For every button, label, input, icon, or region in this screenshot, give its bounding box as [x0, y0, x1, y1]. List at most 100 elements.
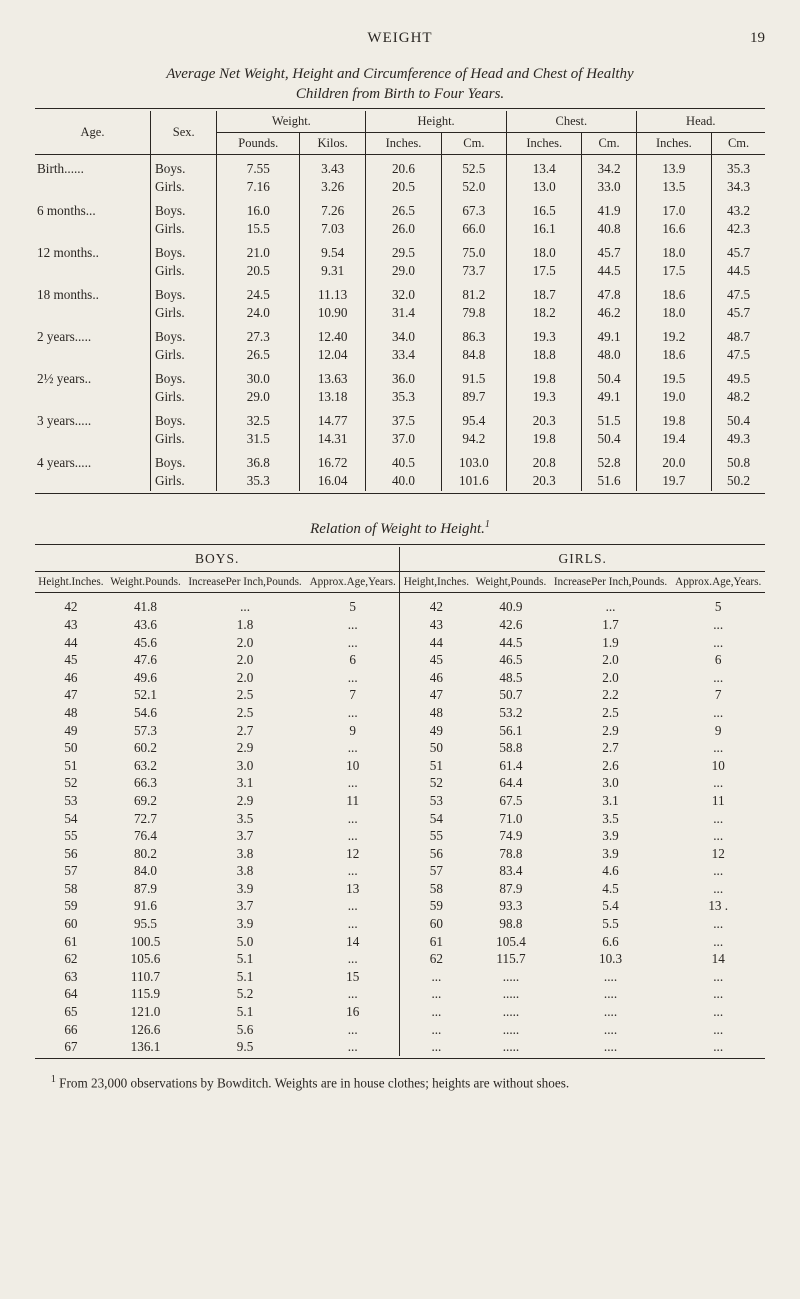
cell: 4 years.....	[35, 449, 150, 472]
panel-girls: GIRLS.	[400, 547, 765, 572]
table-row: 4752.12.574750.72.27	[35, 687, 765, 705]
cell: 12	[306, 845, 400, 863]
cell: Boys.	[150, 407, 217, 430]
table-row: Birth......Boys.7.553.4320.652.513.434.2…	[35, 155, 765, 179]
cell: 48	[35, 704, 107, 722]
cell: 5.6	[184, 1021, 306, 1039]
caption-text: Relation of Weight to Height.	[310, 521, 485, 537]
cell: 60.2	[107, 739, 184, 757]
cell: 44.5	[582, 262, 636, 281]
col-age: Age.	[35, 111, 150, 155]
table-row: 4 years.....Boys.36.816.7240.5103.020.85…	[35, 449, 765, 472]
grp-height: Height.	[366, 111, 507, 133]
cell: 43.2	[712, 197, 765, 220]
cell: 58	[35, 880, 107, 898]
cell: 50	[35, 739, 107, 757]
cell: 81.2	[441, 281, 506, 304]
table-row: 4547.62.064546.52.06	[35, 651, 765, 669]
cell: 36.8	[217, 449, 300, 472]
cell: 15	[306, 968, 400, 986]
cell: 46	[400, 669, 472, 687]
cell: 12.04	[300, 346, 366, 365]
cell: 45	[35, 651, 107, 669]
cell: 26.5	[366, 197, 442, 220]
cell: 46.5	[472, 651, 549, 669]
cell: 54.6	[107, 704, 184, 722]
cell: 40.5	[366, 449, 442, 472]
table1-caption: Average Net Weight, Height and Circumfer…	[35, 65, 765, 104]
cell: 58.8	[472, 739, 549, 757]
sub-pounds: Pounds.	[217, 133, 300, 155]
cell: 52.5	[441, 155, 506, 179]
caption-sup: 1	[485, 519, 490, 530]
cell: ...	[306, 775, 400, 793]
cell: 18 months..	[35, 281, 150, 304]
cell: 51	[400, 757, 472, 775]
table-row: Girls.15.57.0326.066.016.140.816.642.3	[35, 220, 765, 239]
cell: ...	[306, 915, 400, 933]
cell: .....	[472, 1021, 549, 1039]
cell: 19.2	[636, 323, 712, 346]
table1: Age. Sex. Weight. Height. Chest. Head. P…	[35, 111, 765, 491]
cell: 76.4	[107, 827, 184, 845]
cell: 57.3	[107, 722, 184, 740]
cell: 10	[671, 757, 765, 775]
table-row: 5060.22.9...5058.82.7...	[35, 739, 765, 757]
cell: 57	[35, 862, 107, 880]
cell: 7.26	[300, 197, 366, 220]
cell: 46	[35, 669, 107, 687]
cell: ...	[671, 669, 765, 687]
cell: 52.1	[107, 687, 184, 705]
cell: 105.4	[472, 933, 549, 951]
table-row: 5680.23.8125678.83.912	[35, 845, 765, 863]
cell: 42	[35, 593, 107, 616]
cell: 13 .	[671, 898, 765, 916]
cell: 45.7	[712, 239, 765, 262]
cell: 14	[306, 933, 400, 951]
cell: 16.1	[506, 220, 582, 239]
cell: 64.4	[472, 775, 549, 793]
table-row: 5163.23.0105161.42.610	[35, 757, 765, 775]
cell: 43.6	[107, 616, 184, 634]
cell	[35, 304, 150, 323]
cell: 53	[35, 792, 107, 810]
c-age: Approx.Age,Years.	[306, 571, 400, 593]
cell: ...	[306, 704, 400, 722]
cell: ...	[671, 1021, 765, 1039]
cell: 3.9	[550, 827, 672, 845]
cell: 12 months..	[35, 239, 150, 262]
cell: 55	[400, 827, 472, 845]
cell: ...	[306, 827, 400, 845]
cell: 47	[400, 687, 472, 705]
cell: 6	[671, 651, 765, 669]
table-row: 4957.32.794956.12.99	[35, 722, 765, 740]
table-row: 67136.19.5..................	[35, 1038, 765, 1056]
cell: ...	[671, 827, 765, 845]
col-sex: Sex.	[150, 111, 217, 155]
page-number: 19	[750, 30, 765, 47]
cell: 18.2	[506, 304, 582, 323]
cell: 13.5	[636, 178, 712, 197]
cell: 41.8	[107, 593, 184, 616]
cell: 11	[671, 792, 765, 810]
cell: ...	[306, 634, 400, 652]
cell: 15.5	[217, 220, 300, 239]
cell: 62	[400, 950, 472, 968]
cell: ...	[306, 1021, 400, 1039]
table-row: 66126.65.6..................	[35, 1021, 765, 1039]
rule	[35, 544, 765, 545]
cell: 14.77	[300, 407, 366, 430]
table-row: 18 months..Boys.24.511.1332.081.218.747.…	[35, 281, 765, 304]
cell: 20.6	[366, 155, 442, 179]
cell: 18.0	[636, 304, 712, 323]
cell: 3.5	[550, 810, 672, 828]
cell: 20.5	[366, 178, 442, 197]
cell: 6	[306, 651, 400, 669]
cell: 48.7	[712, 323, 765, 346]
cell: 7	[671, 687, 765, 705]
cell: 3.8	[184, 845, 306, 863]
cell	[35, 178, 150, 197]
cell: 49.3	[712, 430, 765, 449]
cell: 33.0	[582, 178, 636, 197]
table-row: 4343.61.8...4342.61.7...	[35, 616, 765, 634]
